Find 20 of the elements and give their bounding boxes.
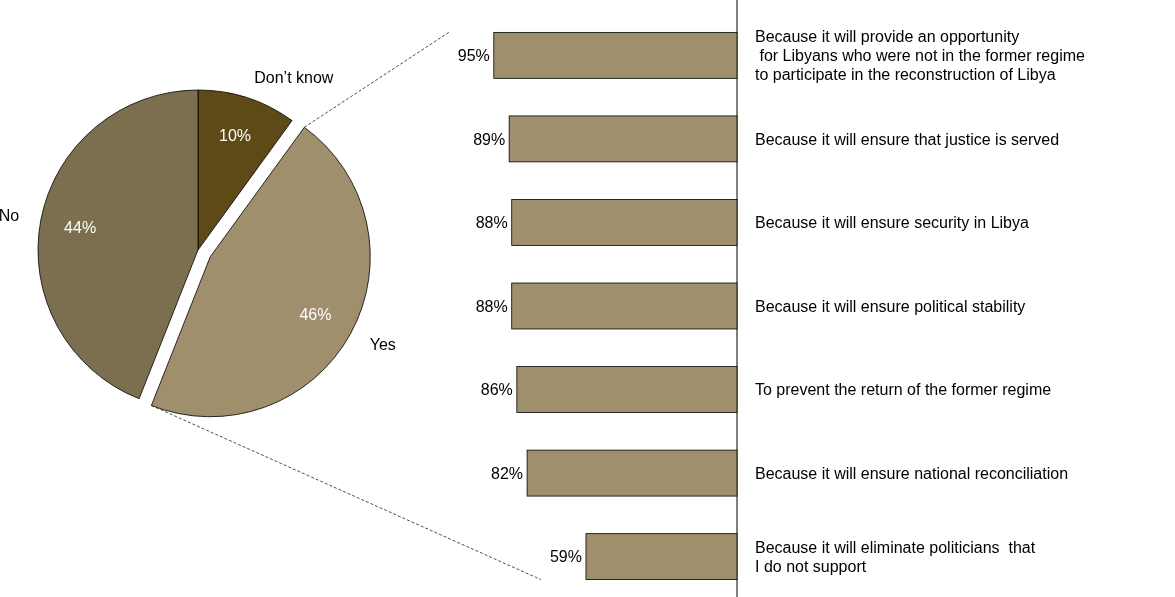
slice-label: Don’t know — [254, 68, 334, 86]
y-tick-label: Because it will eliminate politicians that I do not support — [755, 538, 1036, 575]
y-tick-label: Because it will provide an opportunity for Libyans who were not in the former regime to participate in the reconstruction of Libya — [755, 27, 1086, 83]
y-tick-label: Because it will ensure that justice is served — [755, 130, 1060, 148]
data-label: 59% — [549, 548, 582, 566]
data-label: 89% — [473, 130, 506, 148]
y-tick-label: To prevent the return of the former regime — [755, 381, 1052, 399]
y-tick-label: Because it will ensure political stability — [755, 297, 1026, 315]
data-label: 82% — [491, 464, 524, 482]
data-label: 44% — [64, 219, 97, 237]
data-label: 95% — [457, 46, 490, 64]
data-label: 88% — [475, 214, 508, 232]
data-label: 86% — [480, 381, 513, 399]
y-tick-label: Because it will ensure security in Libya — [755, 214, 1030, 232]
slice-label: Yes — [369, 336, 396, 354]
slice-label: No — [0, 207, 20, 225]
data-label: 46% — [299, 306, 332, 324]
data-label: 10% — [219, 127, 252, 145]
data-label: 88% — [475, 297, 508, 315]
y-tick-label: Because it will ensure national reconciliation — [755, 464, 1069, 482]
